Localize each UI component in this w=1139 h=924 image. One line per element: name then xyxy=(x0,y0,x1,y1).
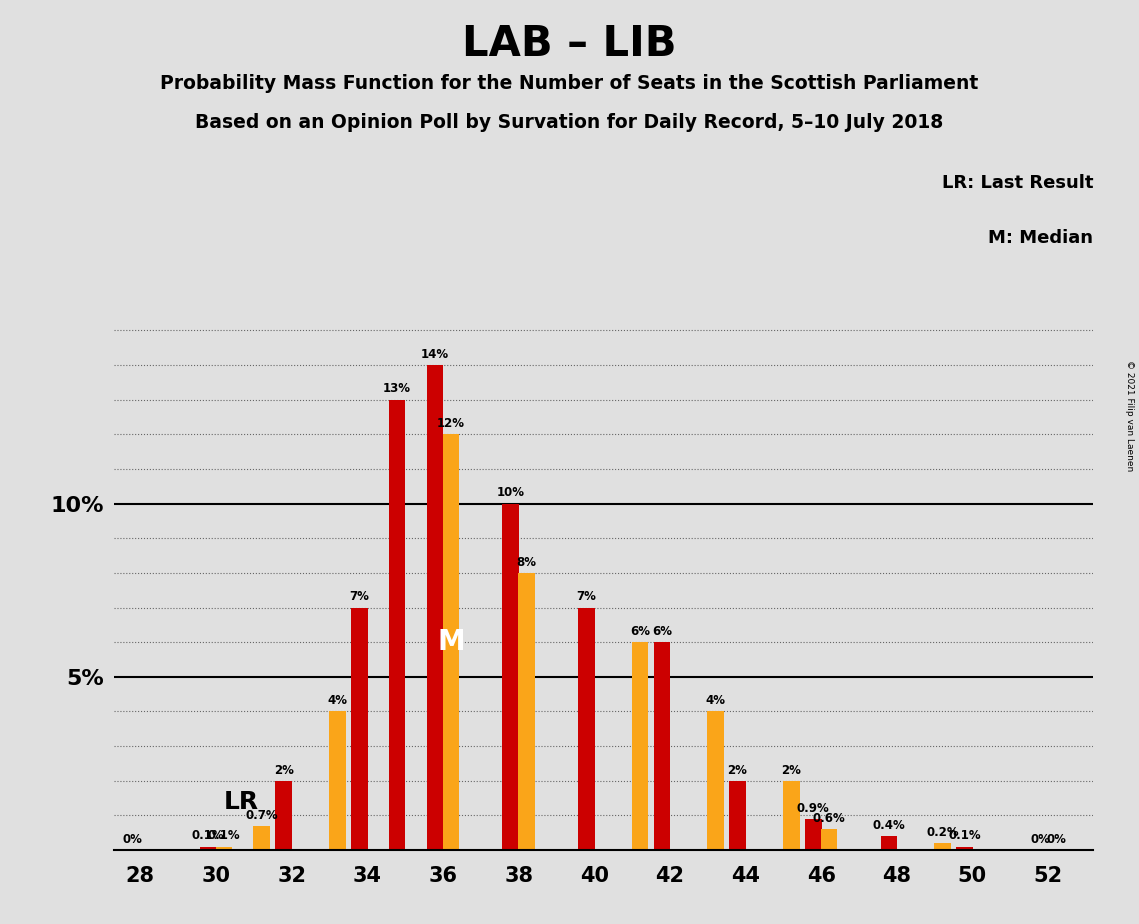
Bar xyxy=(443,434,459,850)
Bar xyxy=(821,830,837,850)
Bar xyxy=(805,819,821,850)
Text: 8%: 8% xyxy=(516,555,536,569)
Bar xyxy=(782,781,800,850)
Text: 0.6%: 0.6% xyxy=(813,812,845,825)
Text: 0.1%: 0.1% xyxy=(207,830,240,843)
Text: M: Median: M: Median xyxy=(989,229,1093,247)
Text: 2%: 2% xyxy=(728,763,747,776)
Text: 0%: 0% xyxy=(123,833,142,846)
Text: © 2021 Filip van Laenen: © 2021 Filip van Laenen xyxy=(1125,360,1134,471)
Text: 0%: 0% xyxy=(1046,833,1066,846)
Bar xyxy=(351,608,368,850)
Text: 14%: 14% xyxy=(421,347,449,361)
Bar xyxy=(632,642,648,850)
Bar xyxy=(254,826,270,850)
Text: 0.2%: 0.2% xyxy=(926,826,959,839)
Bar xyxy=(880,836,898,850)
Bar xyxy=(388,399,405,850)
Bar xyxy=(654,642,670,850)
Text: 2%: 2% xyxy=(273,763,294,776)
Bar xyxy=(707,711,724,850)
Text: 13%: 13% xyxy=(383,383,411,395)
Text: LR: LR xyxy=(223,790,259,813)
Text: 7%: 7% xyxy=(350,590,369,603)
Bar xyxy=(729,781,746,850)
Bar xyxy=(215,846,232,850)
Text: 10%: 10% xyxy=(497,486,525,499)
Text: LAB – LIB: LAB – LIB xyxy=(462,23,677,65)
Text: 0.1%: 0.1% xyxy=(191,830,224,843)
Bar xyxy=(577,608,595,850)
Text: Probability Mass Function for the Number of Seats in the Scottish Parliament: Probability Mass Function for the Number… xyxy=(161,74,978,93)
Text: LR: Last Result: LR: Last Result xyxy=(942,174,1093,191)
Text: 0.4%: 0.4% xyxy=(872,819,906,832)
Text: 0%: 0% xyxy=(1030,833,1050,846)
Text: 7%: 7% xyxy=(576,590,596,603)
Bar xyxy=(956,846,973,850)
Text: 12%: 12% xyxy=(437,417,465,431)
Bar xyxy=(427,365,443,850)
Bar xyxy=(199,846,216,850)
Text: 6%: 6% xyxy=(630,625,650,638)
Text: 0.9%: 0.9% xyxy=(797,802,829,815)
Bar xyxy=(276,781,292,850)
Text: 0.1%: 0.1% xyxy=(948,830,981,843)
Text: 4%: 4% xyxy=(706,694,726,708)
Bar xyxy=(329,711,346,850)
Text: 4%: 4% xyxy=(327,694,347,708)
Text: 0.7%: 0.7% xyxy=(246,808,278,821)
Text: 2%: 2% xyxy=(781,763,801,776)
Text: Based on an Opinion Poll by Survation for Daily Record, 5–10 July 2018: Based on an Opinion Poll by Survation fo… xyxy=(196,113,943,132)
Bar xyxy=(934,843,951,850)
Text: M: M xyxy=(437,628,465,656)
Bar xyxy=(518,573,535,850)
Text: 6%: 6% xyxy=(652,625,672,638)
Bar xyxy=(502,504,519,850)
